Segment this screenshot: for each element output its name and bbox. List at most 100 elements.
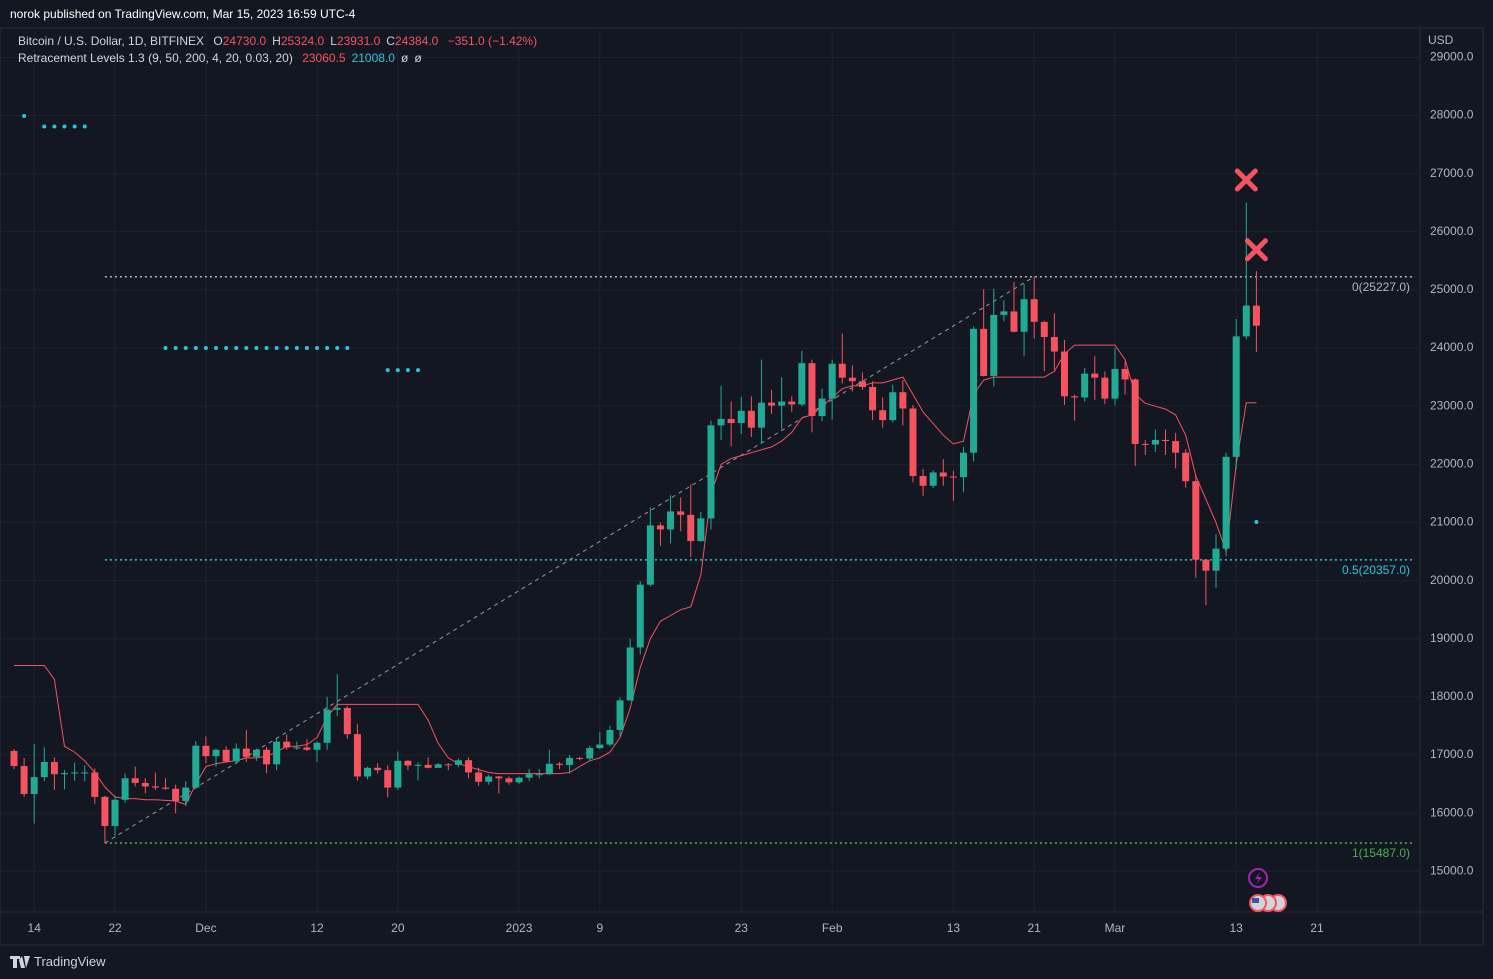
y-tick-label: 16000.0 <box>1430 805 1474 819</box>
candle-body <box>515 777 523 783</box>
x-tick-label: 21 <box>1027 921 1041 935</box>
support-dot <box>203 346 208 351</box>
support-dot <box>183 346 188 351</box>
y-tick-label: 21000.0 <box>1430 515 1474 529</box>
indicator-values: 23060.5 21008.0 ø ø <box>296 51 421 65</box>
candle-body <box>30 777 38 794</box>
candle-body <box>727 418 735 424</box>
candle-body <box>566 757 574 765</box>
y-tick-label: 22000.0 <box>1430 456 1474 470</box>
support-dot <box>264 346 269 351</box>
fib-label: 0(25227.0) <box>1352 280 1410 294</box>
event-icons <box>1248 868 1287 912</box>
candle-body <box>1232 336 1240 457</box>
support-dot <box>234 346 239 351</box>
candle-body <box>91 772 99 797</box>
candle-body <box>71 772 79 774</box>
candle-body <box>1081 373 1089 398</box>
indicator-name: Retracement Levels 1.3 (9, 50, 200, 4, 2… <box>18 51 293 65</box>
candle-body <box>50 761 58 775</box>
y-tick-label: 20000.0 <box>1430 573 1474 587</box>
candle-body <box>414 764 422 766</box>
candle-body <box>606 730 614 745</box>
candle-body <box>959 452 967 478</box>
candle-body <box>616 700 624 731</box>
candle-body <box>242 748 250 757</box>
candle-body <box>20 766 28 794</box>
support-dot <box>284 346 289 351</box>
candle-body <box>939 472 947 477</box>
y-tick-label: 19000.0 <box>1430 631 1474 645</box>
fib-label: 0.5(20357.0) <box>1342 563 1410 577</box>
candle-body <box>1192 481 1200 560</box>
candle-body <box>687 514 695 542</box>
candle-body <box>273 741 281 765</box>
y-tick-label: 25000.0 <box>1430 282 1474 296</box>
candle-body <box>384 770 392 788</box>
ohlc-value: 25324.0 <box>280 34 325 48</box>
x-tick-label: 13 <box>947 921 961 935</box>
candle-body <box>768 402 776 406</box>
candle-body <box>596 744 604 749</box>
candle-body <box>717 418 725 426</box>
change: −351.0 (−1.42%) <box>447 34 538 48</box>
support-dot <box>325 346 330 351</box>
candle-body <box>848 377 856 382</box>
candle-body <box>788 401 796 405</box>
signal-cross <box>1234 168 1258 192</box>
candle-body <box>1151 439 1159 445</box>
support-dot <box>22 114 27 119</box>
candle-body <box>81 772 89 774</box>
candle-body <box>778 401 786 406</box>
y-tick-label: 15000.0 <box>1430 863 1474 877</box>
candle-body <box>1161 439 1169 442</box>
x-tick-label: 21 <box>1310 921 1324 935</box>
indicator-value: 21008.0 <box>351 51 395 65</box>
candle-body <box>121 778 129 800</box>
support-dot <box>315 346 320 351</box>
candle-body <box>1242 305 1250 337</box>
candle-body <box>1101 377 1109 399</box>
candle-body <box>202 745 210 757</box>
symbol: Bitcoin / U.S. Dollar, 1D, BITFINEX <box>18 34 205 48</box>
candle-body <box>757 402 765 428</box>
candle-body <box>283 741 291 748</box>
support-dot <box>405 368 410 373</box>
branding: TradingView <box>34 954 106 969</box>
candle-body <box>424 764 432 768</box>
ohlc-value: 24730.0 <box>222 34 267 48</box>
candle-body <box>454 760 462 765</box>
candle-body <box>555 763 563 765</box>
x-tick-label: 14 <box>28 921 42 935</box>
support-dot <box>42 124 47 129</box>
candle-body <box>111 799 119 826</box>
support-dot <box>385 368 390 373</box>
candle-body <box>364 767 372 777</box>
candle-body <box>545 763 553 775</box>
candle-body <box>475 772 483 782</box>
indicator-value: ø <box>414 51 422 65</box>
x-tick-label: 12 <box>310 921 324 935</box>
x-tick-label: 9 <box>597 921 604 935</box>
support-dot <box>173 346 178 351</box>
candle-body <box>919 475 927 486</box>
candle-body <box>858 381 866 387</box>
ohlc-key: L <box>330 34 337 48</box>
candle-body <box>313 742 321 750</box>
candle-body <box>838 363 846 378</box>
legend: Bitcoin / U.S. Dollar, 1D, BITFINEX O247… <box>18 34 537 48</box>
candle-body <box>374 767 382 771</box>
indicator-value: ø <box>400 51 409 65</box>
candle-body <box>990 314 998 376</box>
candle-body <box>212 749 220 757</box>
candle-body <box>434 764 442 768</box>
candle-body <box>828 363 836 399</box>
y-tick-label: 24000.0 <box>1430 340 1474 354</box>
candle-body <box>909 408 917 476</box>
support-dot <box>335 346 340 351</box>
candle-body <box>394 760 402 788</box>
x-tick-label: 22 <box>108 921 122 935</box>
candle-body <box>747 410 755 428</box>
candle-body <box>222 749 230 762</box>
